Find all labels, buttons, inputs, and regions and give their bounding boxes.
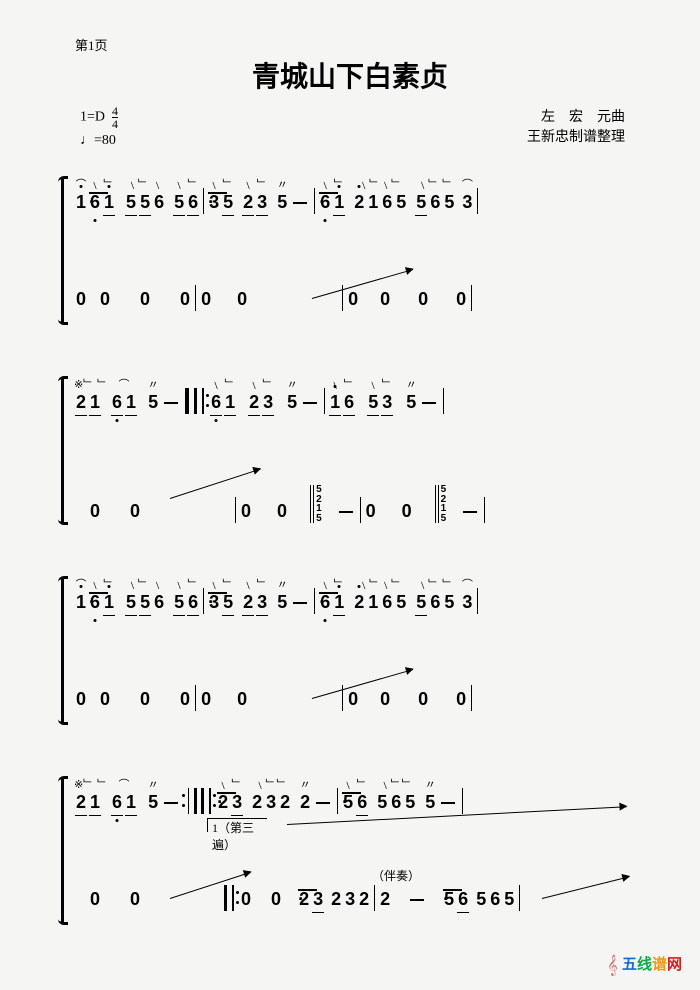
meta-right: 左 宏 元曲 王新忠制谱整理 (527, 108, 625, 147)
meta-left: 1=D 4 4 ♩=80 (80, 105, 118, 152)
staff-lower: 0000000000 (74, 285, 642, 325)
staff-upper: ※﹂ ﹂21⌒61〃5﹨ ﹂23﹨﹂﹂232〃2﹨ ﹂56﹨﹂﹂565〃5 (74, 788, 642, 828)
staff-upper: ⌒1﹨ ﹂61﹨﹂ ﹨556﹨ ﹂56﹨ ﹂35﹨ ﹂23〃5﹨ ﹂61﹨﹂﹨﹂… (74, 188, 642, 228)
watermark: 𝄞 五线谱网 (607, 953, 682, 976)
arranger: 王新忠制谱整理 (527, 128, 625, 148)
system-bracket (57, 178, 69, 323)
volta-bracket: 1（第三遍） (207, 818, 267, 832)
tempo: ♩=80 (80, 130, 118, 152)
staff-upper: ⌒1﹨ ﹂61﹨﹂ ﹨556﹨ ﹂56﹨ ﹂35﹨ ﹂23〃5﹨ ﹂61﹨﹂﹨﹂… (74, 588, 642, 628)
time-sig: 4 4 (112, 105, 118, 130)
annotation: （伴奏） (372, 867, 420, 884)
system-bracket (57, 778, 69, 923)
key-sig: 1=D (80, 110, 105, 125)
system-bracket (57, 378, 69, 523)
composer: 左 宏 元曲 (527, 108, 625, 128)
system-bracket (57, 578, 69, 723)
staff-lower: 000023232256565 (74, 885, 642, 925)
score-title: 青城山下白素贞 (0, 55, 700, 95)
staff-lower: 0000000000 (74, 685, 642, 725)
page-number: 第1页 (75, 35, 108, 54)
staff-upper: ※﹂ ﹂21⌒61〃5﹨ ﹂61﹨ ﹂23〃5﹨ ﹂16﹨ ﹂53〃5 (74, 388, 642, 428)
clef-icon: 𝄞 (607, 955, 618, 975)
staff-lower: 00005215005215 (74, 485, 642, 525)
